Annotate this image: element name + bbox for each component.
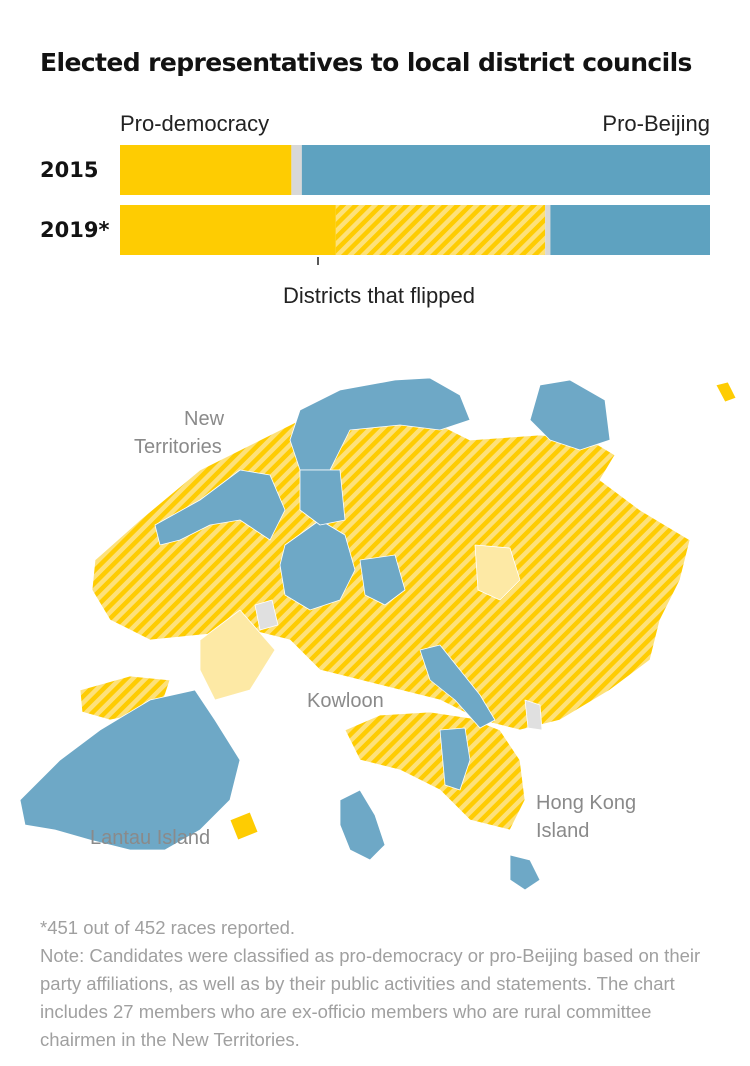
map-region-small-island-2: [229, 811, 259, 841]
bar-2019-districts-that-flipped: [335, 205, 546, 255]
bar-group: [120, 145, 710, 255]
map-region-other-2: [524, 699, 543, 731]
legend-pro-beijing: Pro-Beijing: [602, 111, 710, 136]
map-label-hong-kong-island-line1: Hong Kong: [536, 792, 637, 814]
map-label-new-territories-line2: Territories: [134, 436, 222, 458]
footnote-note: Note: Candidates were classified as pro-…: [40, 945, 701, 1050]
footnote: *451 out of 452 races reported. Note: Ca…: [40, 914, 720, 1054]
map-region-held-pro-democracy: [474, 544, 521, 601]
map-label-lantau-island: Lantau Island: [90, 827, 211, 849]
map-label-kowloon: Kowloon: [307, 690, 384, 712]
chart-title: Elected representatives to local distric…: [40, 48, 692, 77]
stacked-bar-chart: [120, 145, 710, 265]
bar-2015-pro-beijing: [301, 145, 710, 195]
map-region-kowloon-blue: [419, 644, 496, 729]
map-region-small-island: [715, 381, 737, 403]
footnote-asterisk: *451 out of 452 races reported.: [40, 917, 296, 938]
legend-pro-democracy: Pro-democracy: [120, 111, 270, 136]
map-region-other: [254, 599, 279, 631]
map-region-northwest-blue: [154, 469, 286, 546]
map-region-lantau-blue: [19, 689, 241, 851]
map-region-tai-po-blue: [359, 554, 406, 606]
bar-2019-pro-beijing: [550, 205, 710, 255]
bar-2015-other: [291, 145, 302, 195]
bar-2019-other: [545, 205, 551, 255]
map-region-island-blue: [439, 727, 471, 791]
bar-2015-pro-democracy: [120, 145, 292, 195]
year-label-2019: 2019*: [40, 218, 110, 242]
map-region-south-island-blue: [509, 854, 541, 891]
year-label-2015: 2015: [40, 158, 99, 182]
map-label-new-territories-line1: New: [184, 408, 225, 430]
map-region-northeast-blue: [529, 379, 611, 451]
map-region-held-pro-democracy-2: [199, 609, 276, 701]
map-region-hk-island-flipped: [344, 711, 526, 831]
map-region-central-blue: [279, 519, 356, 611]
bar-2019-pro-democracy: [120, 205, 336, 255]
map-label-hong-kong-island-line2: Island: [536, 820, 590, 842]
map-region-lamma-blue: [339, 789, 386, 861]
hong-kong-district-map: [19, 377, 737, 891]
map-region-yuen-long-blue: [299, 469, 346, 526]
flipped-label: Districts that flipped: [283, 283, 475, 308]
